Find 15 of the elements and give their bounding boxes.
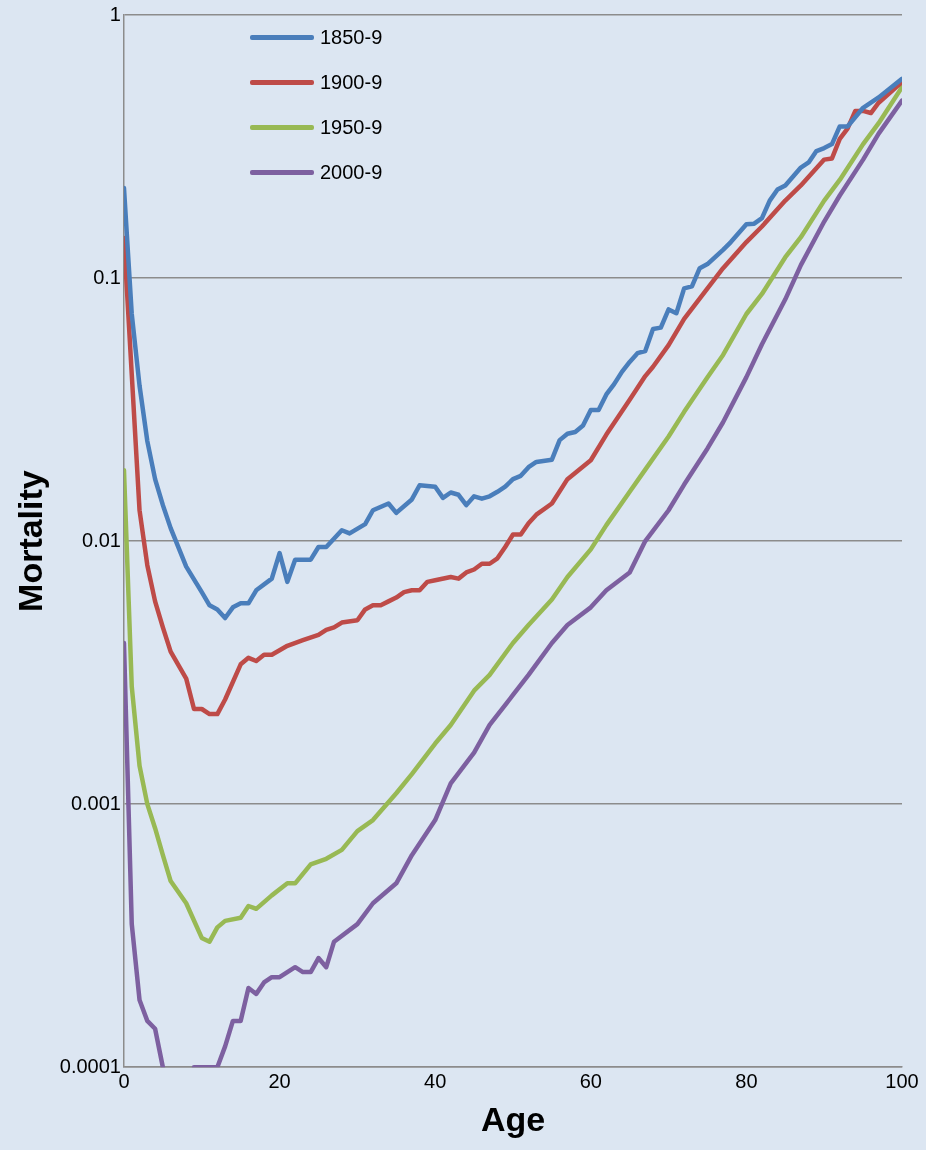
legend-label: 1900-9 bbox=[320, 71, 383, 94]
y-tick-label: 0.1 bbox=[93, 265, 121, 288]
x-axis-title: Age bbox=[480, 1099, 546, 1138]
y-tick-label: 0.01 bbox=[82, 528, 121, 551]
x-tick-label: 100 bbox=[885, 1069, 919, 1092]
legend-label: 2000-9 bbox=[320, 161, 383, 184]
x-tick-label: 40 bbox=[424, 1069, 447, 1092]
x-tick-label: 60 bbox=[579, 1069, 602, 1092]
x-tick-label: 20 bbox=[268, 1069, 291, 1092]
legend-label: 1850-9 bbox=[320, 26, 383, 49]
y-tick-label: 0.001 bbox=[70, 791, 121, 814]
y-axis-title: Mortality bbox=[10, 470, 49, 612]
y-tick-label: 1 bbox=[109, 2, 121, 25]
legend-label: 1950-9 bbox=[320, 116, 383, 139]
x-tick-label: 80 bbox=[735, 1069, 758, 1092]
